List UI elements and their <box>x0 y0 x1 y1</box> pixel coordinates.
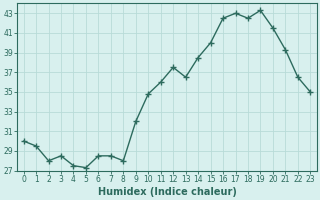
X-axis label: Humidex (Indice chaleur): Humidex (Indice chaleur) <box>98 187 236 197</box>
